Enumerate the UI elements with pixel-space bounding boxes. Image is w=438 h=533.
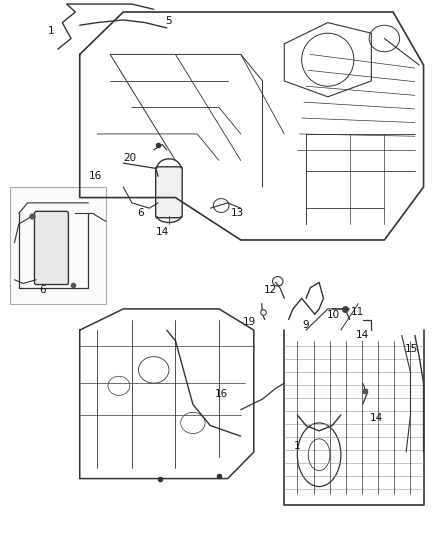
FancyBboxPatch shape: [35, 212, 68, 285]
Bar: [10, 187, 106, 304]
Text: 13: 13: [231, 208, 244, 219]
Text: 9: 9: [303, 320, 309, 330]
Text: 20: 20: [123, 153, 136, 163]
Text: 14: 14: [156, 227, 169, 237]
Text: 10: 10: [326, 310, 339, 320]
Text: 1: 1: [294, 441, 300, 451]
Text: 19: 19: [243, 317, 256, 327]
Text: 14: 14: [356, 330, 369, 341]
Text: 12: 12: [264, 285, 277, 295]
Text: 1: 1: [48, 26, 55, 36]
Text: 5: 5: [166, 16, 172, 26]
Text: 16: 16: [215, 389, 228, 399]
FancyBboxPatch shape: [155, 167, 182, 217]
Text: 15: 15: [405, 344, 418, 354]
Text: 14: 14: [370, 413, 383, 423]
Text: 16: 16: [88, 172, 102, 181]
Text: 11: 11: [351, 306, 364, 317]
Text: 6: 6: [138, 208, 144, 219]
Text: 6: 6: [39, 285, 46, 295]
